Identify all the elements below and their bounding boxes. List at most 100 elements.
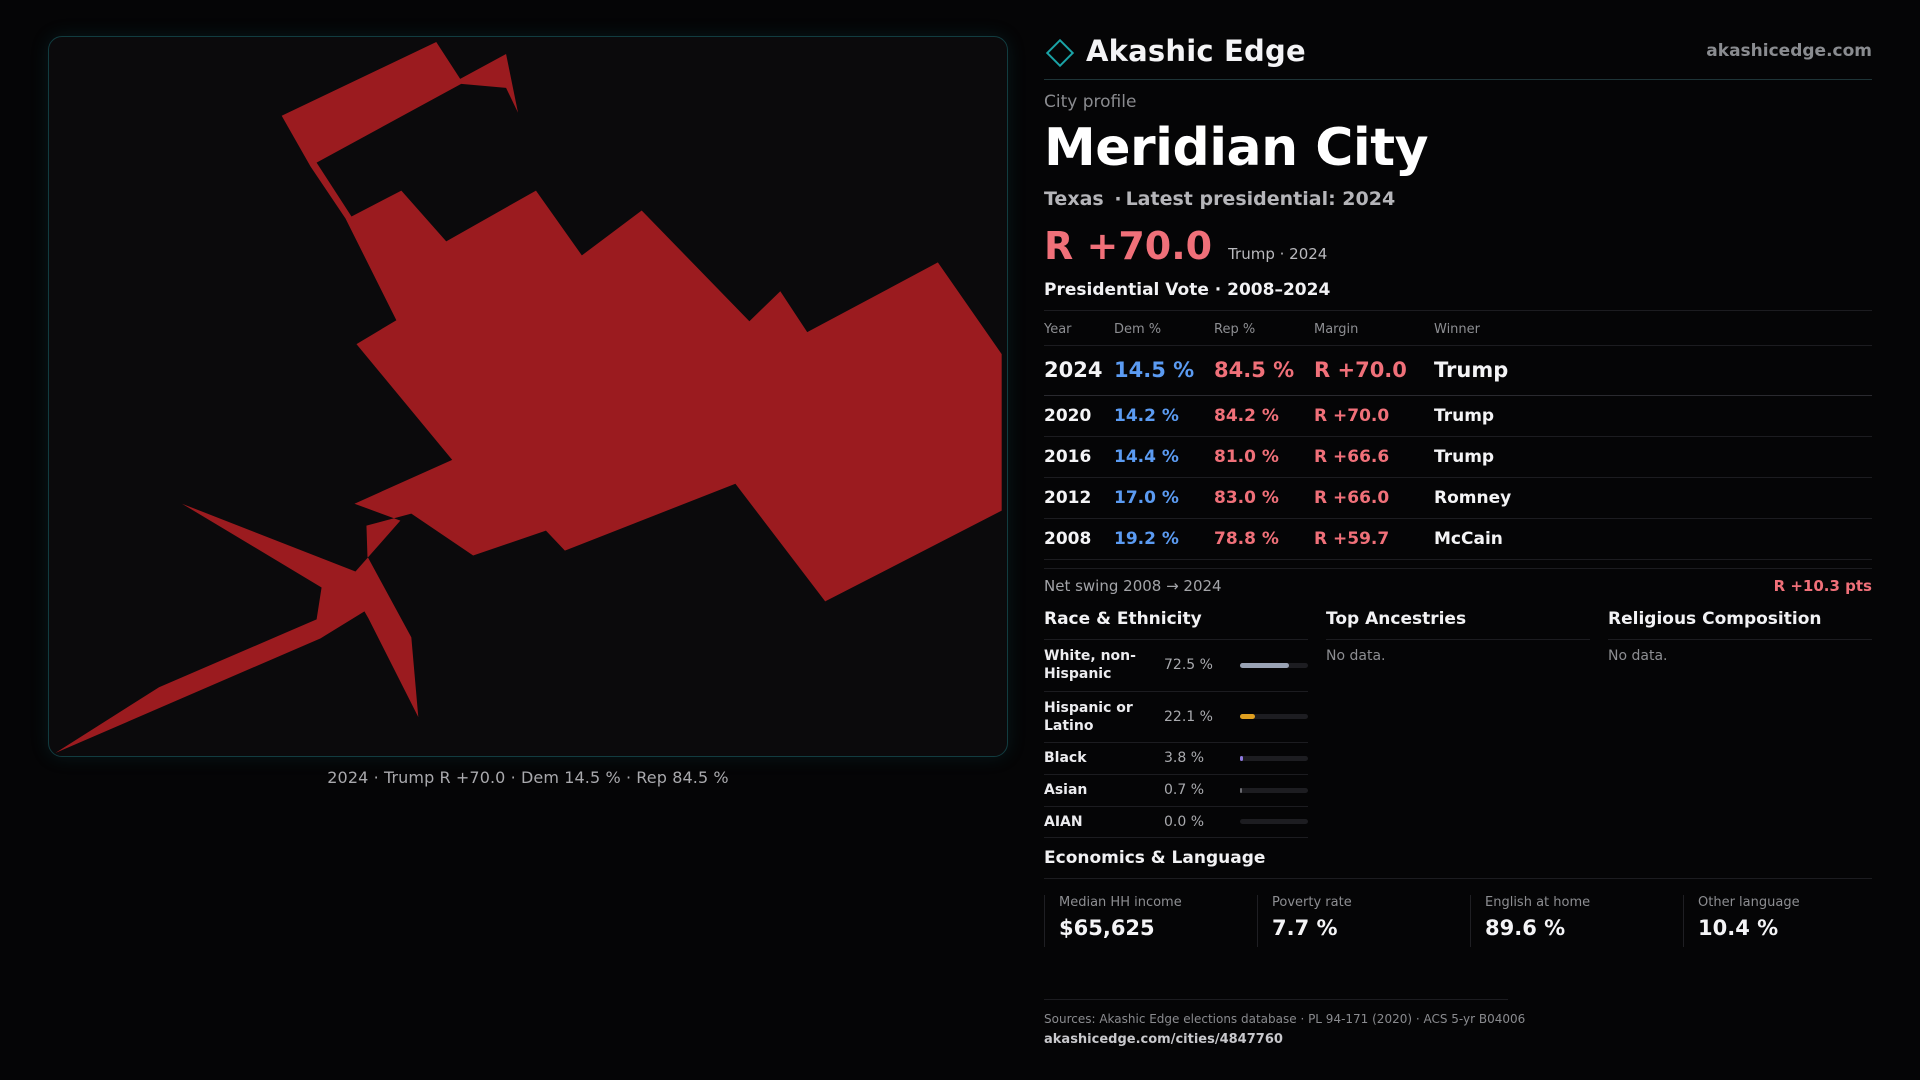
headline-margin: R +70.0 Trump · 2024 (1044, 224, 1872, 268)
swing-value: R +10.3 pts (1773, 576, 1872, 595)
vote-table: Year Dem % Rep % Margin Winner 2024 14.5… (1044, 315, 1872, 560)
row-year: 2008 (1044, 518, 1114, 560)
brand-header: Akashic Edge akashicedge.com (1044, 30, 1872, 80)
row-dem: 14.4 % (1114, 436, 1214, 478)
net-swing: Net swing 2008 → 2024 R +10.3 pts (1044, 567, 1872, 595)
city-boundary-polygon (55, 41, 1002, 754)
col-winner-header: Winner (1434, 315, 1872, 346)
row-year: 2020 (1044, 395, 1114, 437)
econ-poverty-rate: Poverty rate 7.7 % (1257, 894, 1470, 947)
table-row: 2008 19.2 % 78.8 % R +59.7 McCain (1044, 518, 1872, 560)
brand[interactable]: Akashic Edge (1044, 34, 1306, 68)
race-pct: 3.8 % (1164, 750, 1205, 766)
vote-section-title: Presidential Vote · 2008–2024 (1044, 280, 1872, 311)
race-bar-fill (1240, 787, 1242, 793)
row-rep: 81.0 % (1214, 436, 1314, 478)
race-pct: 22.1 % (1164, 708, 1213, 725)
latest-election-label: Latest presidential: 2024 (1125, 188, 1396, 210)
race-bar-fill (1240, 662, 1290, 668)
margin-value: R +70.0 (1044, 224, 1213, 268)
economics-title: Economics & Language (1044, 848, 1872, 879)
col-year-header: Year (1044, 315, 1114, 346)
economics-grid: Median HH income $65,625 Poverty rate 7.… (1044, 894, 1872, 947)
col-dem-header: Dem % (1114, 315, 1214, 346)
ancestries-section: Top Ancestries No data. (1326, 609, 1590, 838)
row-winner: McCain (1434, 518, 1872, 560)
race-pct: 0.7 % (1164, 782, 1205, 798)
sources: Sources: Akashic Edge elections database… (1044, 998, 1526, 1047)
col-margin-header: Margin (1314, 315, 1434, 346)
row-dem: 14.2 % (1114, 395, 1214, 437)
race-bar (1240, 787, 1308, 793)
row-dem: 19.2 % (1114, 518, 1214, 560)
race-section-title: Race & Ethnicity (1044, 609, 1308, 640)
race-name: Black (1044, 750, 1087, 766)
row-winner: Trump (1434, 395, 1872, 437)
row-winner: Trump (1434, 436, 1872, 478)
econ-label: Median HH income (1059, 894, 1182, 910)
race-name: AIAN (1044, 813, 1083, 830)
econ-value: 7.7 % (1272, 915, 1338, 940)
page-eyebrow: City profile (1044, 92, 1137, 112)
map-caption: 2024 · Trump R +70.0 · Dem 14.5 % · Rep … (327, 768, 729, 787)
race-bar-fill (1240, 755, 1243, 761)
table-row: 2020 14.2 % 84.2 % R +70.0 Trump (1044, 395, 1872, 437)
table-row: 2016 14.4 % 81.0 % R +66.6 Trump (1044, 436, 1872, 478)
city-profile-panel: Akashic Edge akashicedge.com City profil… (1044, 30, 1872, 1047)
page-title: Meridian City (1044, 118, 1428, 178)
race-name: White, non-Hispanic (1044, 648, 1136, 682)
econ-value: $65,625 (1059, 915, 1155, 940)
row-margin: R +70.0 (1314, 345, 1434, 396)
row-year: 2012 (1044, 477, 1114, 519)
race-bar (1240, 819, 1308, 824)
race-bar (1240, 662, 1308, 668)
race-name: Hispanic or Latino (1044, 699, 1133, 734)
race-row-white: White, non-Hispanic 72.5 % (1044, 640, 1308, 692)
race-ethnicity-section: Race & Ethnicity White, non-Hispanic 72.… (1044, 609, 1308, 838)
religion-empty: No data. (1608, 647, 1668, 664)
row-winner: Romney (1434, 477, 1872, 519)
econ-value: 10.4 % (1698, 915, 1779, 940)
econ-median-income: Median HH income $65,625 (1044, 894, 1257, 947)
page-url-link[interactable]: akashicedge.com/cities/4847760 (1044, 1031, 1283, 1047)
race-name: Asian (1044, 782, 1088, 798)
row-rep: 78.8 % (1214, 518, 1314, 560)
race-bar (1240, 755, 1308, 761)
diamond-icon (1045, 38, 1075, 67)
state-name: Texas (1044, 188, 1104, 210)
row-year: 2016 (1044, 436, 1114, 478)
econ-label: Other language (1698, 894, 1800, 910)
race-pct: 0.0 % (1164, 813, 1205, 830)
row-rep: 83.0 % (1214, 477, 1314, 519)
religion-title: Religious Composition (1608, 609, 1872, 640)
city-map (48, 36, 1008, 757)
table-row: 2012 17.0 % 83.0 % R +66.0 Romney (1044, 477, 1872, 519)
row-margin: R +66.6 (1314, 436, 1434, 478)
econ-label: Poverty rate (1272, 894, 1352, 910)
table-row: 2024 14.5 % 84.5 % R +70.0 Trump (1044, 345, 1872, 396)
margin-meta: Trump · 2024 (1228, 245, 1328, 263)
brand-name: Akashic Edge (1086, 33, 1306, 68)
race-pct: 72.5 % (1164, 657, 1213, 673)
ancestries-title: Top Ancestries (1326, 609, 1590, 640)
sources-line: Sources: Akashic Edge elections database… (1044, 1011, 1526, 1026)
site-url-link[interactable]: akashicedge.com (1706, 40, 1872, 61)
row-margin: R +70.0 (1314, 395, 1434, 437)
row-year: 2024 (1044, 345, 1114, 396)
race-row-asian: Asian 0.7 % (1044, 775, 1308, 807)
econ-other-language: Other language 10.4 % (1683, 894, 1896, 947)
row-rep: 84.2 % (1214, 395, 1314, 437)
col-rep-header: Rep % (1214, 315, 1314, 346)
race-row-hispanic: Hispanic or Latino 22.1 % (1044, 692, 1308, 743)
race-bar (1240, 714, 1308, 719)
religion-section: Religious Composition No data. (1608, 609, 1872, 838)
row-margin: R +59.7 (1314, 518, 1434, 560)
city-boundary-shape (55, 41, 1002, 754)
row-dem: 14.5 % (1114, 345, 1214, 396)
row-dem: 17.0 % (1114, 477, 1214, 519)
ancestries-empty: No data. (1326, 647, 1386, 664)
swing-label: Net swing 2008 → 2024 (1044, 576, 1222, 595)
vote-table-header: Year Dem % Rep % Margin Winner (1044, 315, 1872, 346)
demographics-columns: Race & Ethnicity White, non-Hispanic 72.… (1044, 609, 1872, 838)
econ-value: 89.6 % (1485, 915, 1566, 940)
